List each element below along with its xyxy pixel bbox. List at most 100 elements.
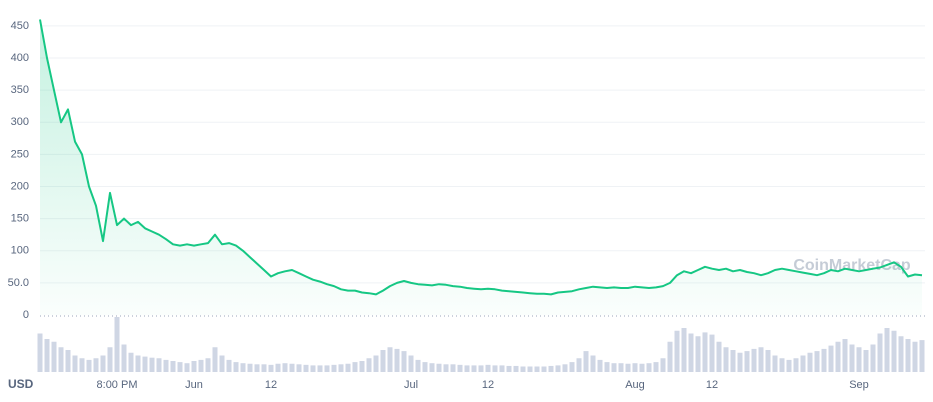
volume-bar [541, 366, 547, 372]
volume-bar [555, 365, 561, 372]
volume-bar [310, 365, 316, 372]
volume-bar [289, 363, 295, 372]
volume-bar [905, 339, 911, 372]
volume-bar [107, 347, 113, 372]
volume-bar [240, 363, 246, 372]
volume-bar [156, 358, 162, 372]
volume-bar [681, 328, 687, 372]
x-tick-label: 12 [265, 379, 277, 391]
volume-bar [275, 363, 281, 372]
volume-bar [170, 361, 176, 372]
volume-bar [324, 365, 330, 372]
y-tick-label: 450 [11, 20, 29, 32]
volume-bar [93, 358, 99, 372]
volume-bar [835, 341, 841, 372]
volume-bar [58, 347, 64, 372]
volume-bar [611, 363, 617, 372]
volume-bar [128, 352, 134, 372]
volume-bar [457, 364, 463, 372]
volume-bar [814, 351, 820, 372]
volume-bar [688, 333, 694, 372]
volume-bar [198, 359, 204, 372]
currency-label: USD [8, 377, 34, 391]
volume-bar [37, 333, 43, 372]
x-tick-label: Sep [849, 379, 869, 391]
volume-bar [723, 347, 729, 372]
volume-bar [737, 352, 743, 372]
volume-bar [625, 363, 631, 372]
volume-bar [142, 356, 148, 372]
volume-bar [86, 359, 92, 372]
volume-bar [226, 359, 232, 372]
x-tick-label: Jun [185, 379, 203, 391]
volume-bar [415, 359, 421, 372]
volume-bar [79, 358, 85, 372]
volume-bar [149, 357, 155, 372]
volume-bar [72, 355, 78, 372]
volume-bar [205, 358, 211, 372]
volume-bar [212, 347, 218, 372]
volume-bar [793, 358, 799, 372]
volume-bar [534, 366, 540, 372]
volume-bar [177, 362, 183, 372]
volume-bar [254, 364, 260, 372]
volume-bar [478, 365, 484, 372]
volume-bar [695, 336, 701, 372]
volume-bar [352, 362, 358, 372]
y-tick-label: 100 [11, 245, 29, 257]
x-tick-label: 8:00 PM [97, 379, 138, 391]
volume-bar [618, 363, 624, 372]
volume-bar [884, 328, 890, 372]
y-tick-label: 150 [11, 213, 29, 225]
volume-bar [597, 359, 603, 372]
volume-bar [562, 364, 568, 372]
volume-bar [716, 341, 722, 372]
volume-bar [408, 355, 414, 372]
volume-bar [422, 362, 428, 372]
volume-bar [800, 355, 806, 372]
volume-bar [758, 347, 764, 372]
y-tick-label: 250 [11, 148, 29, 160]
volume-bar [464, 365, 470, 372]
volume-bar [772, 355, 778, 372]
volume-bar [604, 362, 610, 372]
volume-bar [387, 347, 393, 372]
volume-bar [436, 363, 442, 372]
volume-bar [429, 363, 435, 372]
volume-bar [667, 341, 673, 372]
volume-bar [513, 365, 519, 372]
x-tick-label: 12 [706, 379, 718, 391]
volume-bar [261, 364, 267, 372]
volume-bar [345, 363, 351, 372]
volume-bar [114, 317, 120, 372]
volume-bar [660, 358, 666, 372]
volume-bar [338, 364, 344, 372]
price-line [39, 19, 923, 296]
volume-bar [317, 365, 323, 372]
volume-bar [891, 330, 897, 372]
volume-bar [807, 352, 813, 372]
volume-bar [401, 351, 407, 372]
volume-bar [877, 333, 883, 372]
y-tick-label: 400 [11, 52, 29, 64]
volume-bar [394, 348, 400, 372]
volume-bar [786, 359, 792, 372]
volume-bar [583, 351, 589, 372]
y-tick-label: 50.0 [8, 277, 29, 289]
y-tick-label: 300 [11, 116, 29, 128]
volume-bar [856, 347, 862, 372]
volume-bar [121, 344, 127, 372]
x-tick-label: Jul [404, 379, 418, 391]
volume-bar [100, 355, 106, 372]
volume-bar [268, 364, 274, 372]
volume-bar [702, 332, 708, 372]
volume-bar [443, 364, 449, 372]
volume-bar [366, 358, 372, 372]
volume-bar [828, 345, 834, 372]
volume-bar [870, 344, 876, 372]
volume-bar [919, 340, 925, 372]
x-tick-label: 12 [482, 379, 494, 391]
volume-bar [282, 363, 288, 372]
volume-bar [751, 348, 757, 372]
volume-bar [653, 362, 659, 372]
